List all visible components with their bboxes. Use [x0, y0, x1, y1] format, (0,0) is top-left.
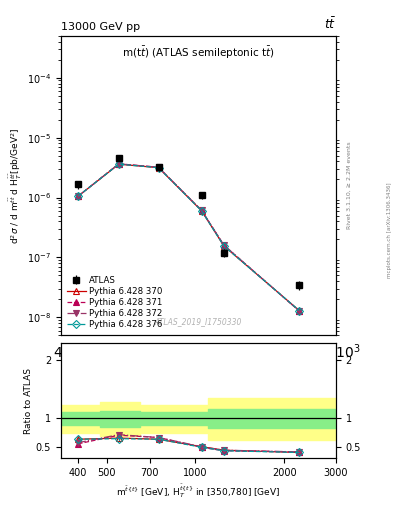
- Pythia 6.428 370: [222, 243, 226, 249]
- Y-axis label: Ratio to ATLAS: Ratio to ATLAS: [24, 368, 33, 434]
- Pythia 6.428 370: [199, 208, 204, 214]
- Text: m(t$\bar{t}$) (ATLAS semileptonic t$\bar{t}$): m(t$\bar{t}$) (ATLAS semileptonic t$\bar…: [122, 45, 275, 61]
- Pythia 6.428 376: [199, 208, 204, 214]
- Pythia 6.428 371: [76, 193, 81, 199]
- Pythia 6.428 371: [297, 308, 301, 314]
- Line: Pythia 6.428 376: Pythia 6.428 376: [75, 161, 302, 313]
- Pythia 6.428 370: [156, 164, 161, 170]
- Line: Pythia 6.428 372: Pythia 6.428 372: [75, 161, 302, 314]
- Pythia 6.428 372: [222, 242, 226, 248]
- Pythia 6.428 371: [199, 207, 204, 214]
- Pythia 6.428 372: [297, 308, 301, 314]
- Y-axis label: Rivet 3.1.10, ≥ 2.2M events: Rivet 3.1.10, ≥ 2.2M events: [346, 142, 351, 229]
- X-axis label: m$^{\bar{t}\{t\}}$ [GeV], H$_T^{\bar{t}\{t\}}$ in [350,780] [GeV]: m$^{\bar{t}\{t\}}$ [GeV], H$_T^{\bar{t}\…: [116, 482, 281, 500]
- Pythia 6.428 376: [297, 307, 301, 313]
- Pythia 6.428 370: [297, 307, 301, 313]
- Line: Pythia 6.428 370: Pythia 6.428 370: [75, 161, 302, 313]
- Text: $t\bar{t}$: $t\bar{t}$: [324, 16, 336, 32]
- Pythia 6.428 376: [222, 243, 226, 249]
- Pythia 6.428 376: [116, 161, 121, 167]
- Text: ATLAS_2019_I1750330: ATLAS_2019_I1750330: [155, 317, 242, 326]
- Text: 13000 GeV pp: 13000 GeV pp: [61, 22, 140, 32]
- Text: mcplots.cern.ch [arXiv:1306.3436]: mcplots.cern.ch [arXiv:1306.3436]: [387, 183, 392, 278]
- Pythia 6.428 370: [116, 161, 121, 167]
- Line: Pythia 6.428 371: Pythia 6.428 371: [75, 161, 302, 314]
- Pythia 6.428 376: [156, 164, 161, 170]
- Pythia 6.428 372: [76, 193, 81, 199]
- Pythia 6.428 372: [156, 164, 161, 170]
- Pythia 6.428 371: [222, 242, 226, 248]
- Pythia 6.428 372: [116, 161, 121, 167]
- Y-axis label: d$^2\sigma$ / d m$^{\bar{t}\bar{t}}$ d H$_T^{\bar{t}\bar{t}}$[pb/GeV$^2$]: d$^2\sigma$ / d m$^{\bar{t}\bar{t}}$ d H…: [8, 127, 24, 244]
- Pythia 6.428 371: [156, 164, 161, 170]
- Legend: ATLAS, Pythia 6.428 370, Pythia 6.428 371, Pythia 6.428 372, Pythia 6.428 376: ATLAS, Pythia 6.428 370, Pythia 6.428 37…: [65, 274, 164, 331]
- Pythia 6.428 371: [116, 161, 121, 167]
- Pythia 6.428 372: [199, 207, 204, 214]
- Pythia 6.428 376: [76, 193, 81, 199]
- Pythia 6.428 370: [76, 193, 81, 199]
